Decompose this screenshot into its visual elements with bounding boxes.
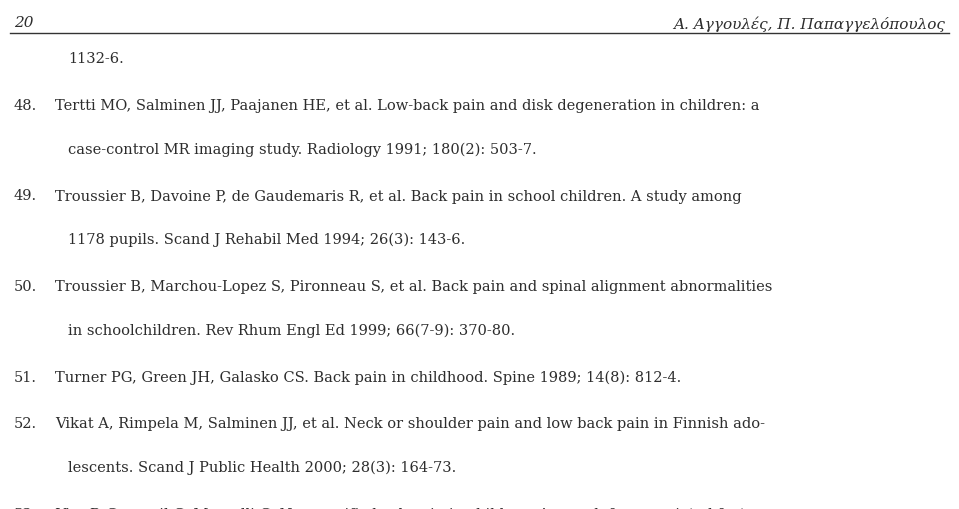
Text: Α. Αγγουλές, Π. Παπαγγελόπουλος: Α. Αγγουλές, Π. Παπαγγελόπουλος: [673, 16, 945, 32]
Text: Troussier B, Davoine P, de Gaudemaris R, et al. Back pain in school children. A : Troussier B, Davoine P, de Gaudemaris R,…: [55, 189, 741, 203]
Text: 1132-6.: 1132-6.: [68, 52, 124, 66]
Text: Turner PG, Green JH, Galasko CS. Back pain in childhood. Spine 1989; 14(8): 812-: Turner PG, Green JH, Galasko CS. Back pa…: [55, 370, 681, 384]
Text: 48.: 48.: [14, 99, 37, 113]
Text: 50.: 50.: [14, 279, 37, 293]
Text: Vikat A, Rimpela M, Salminen JJ, et al. Neck or shoulder pain and low back pain : Vikat A, Rimpela M, Salminen JJ, et al. …: [55, 417, 765, 431]
Text: lescents. Scand J Public Health 2000; 28(3): 164-73.: lescents. Scand J Public Health 2000; 28…: [68, 460, 456, 474]
Text: Tertti MO, Salminen JJ, Paajanen HE, et al. Low-back pain and disk degeneration : Tertti MO, Salminen JJ, Paajanen HE, et …: [55, 99, 760, 113]
Text: case-control MR imaging study. Radiology 1991; 180(2): 503-7.: case-control MR imaging study. Radiology…: [68, 142, 537, 157]
Text: 53.: 53.: [14, 507, 37, 509]
Text: in schoolchildren. Rev Rhum Engl Ed 1999; 66(7-9): 370-80.: in schoolchildren. Rev Rhum Engl Ed 1999…: [68, 323, 515, 337]
Text: Viry P, Creveuil C, Marcelli C. Nonspecific back pain in children. A search for : Viry P, Creveuil C, Marcelli C. Nonspeci…: [55, 507, 769, 509]
Text: 51.: 51.: [14, 370, 37, 384]
Text: 49.: 49.: [14, 189, 37, 203]
Text: 20: 20: [14, 16, 34, 30]
Text: 1178 pupils. Scand J Rehabil Med 1994; 26(3): 143-6.: 1178 pupils. Scand J Rehabil Med 1994; 2…: [68, 233, 465, 247]
Text: 52.: 52.: [14, 417, 37, 431]
Text: Troussier B, Marchou-Lopez S, Pironneau S, et al. Back pain and spinal alignment: Troussier B, Marchou-Lopez S, Pironneau …: [55, 279, 772, 293]
